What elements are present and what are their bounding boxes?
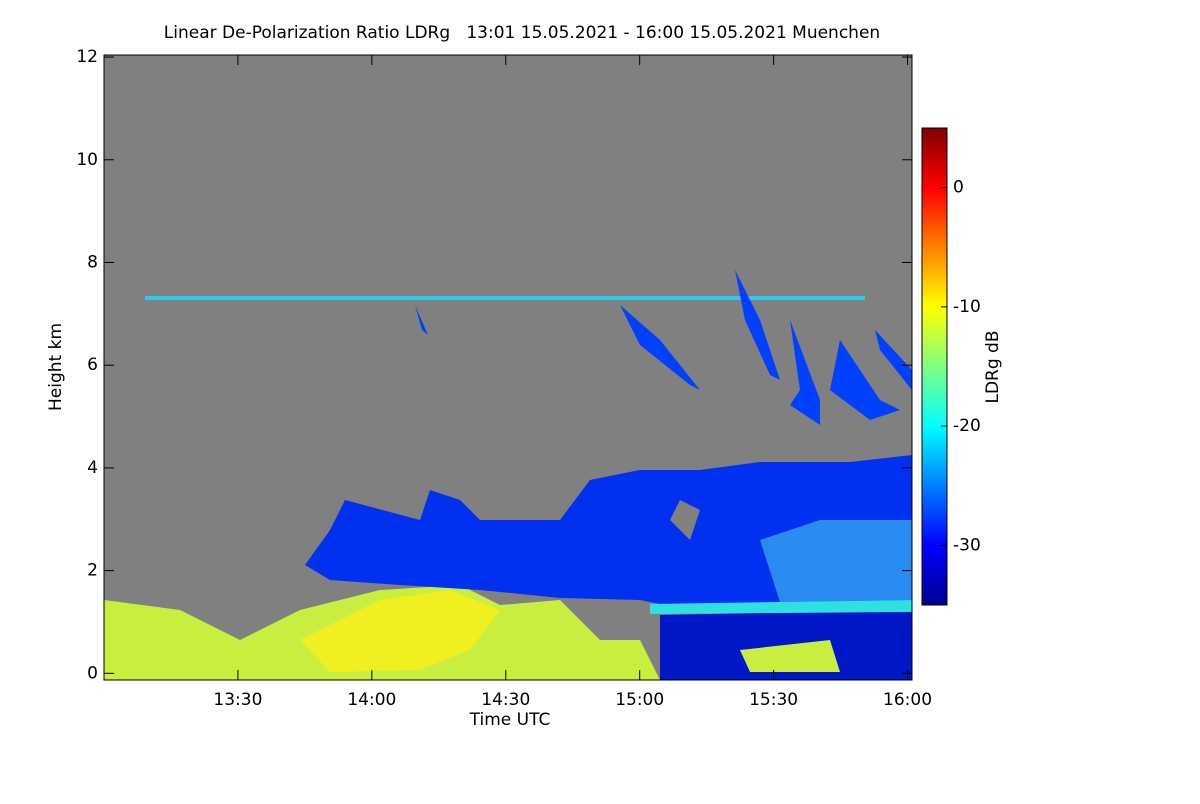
plot-frame — [103, 54, 913, 681]
cirrus — [790, 320, 820, 425]
cirrus — [875, 330, 912, 390]
y-axis-label: Height km — [46, 323, 66, 411]
x-tick-label: 13:30 — [213, 690, 262, 710]
x-tick-label: 14:30 — [481, 690, 530, 710]
y-tick-label: 2 — [87, 561, 98, 581]
y-tick-label: 0 — [87, 663, 98, 683]
cirrus-line — [145, 296, 865, 300]
cloud-layer — [760, 520, 912, 602]
x-tick-label: 15:00 — [615, 690, 664, 710]
y-tick-label: 8 — [87, 252, 98, 272]
cloud-layer — [305, 455, 912, 612]
colorbar-tick-label: -10 — [953, 297, 981, 317]
colorbar-tick-label: -20 — [953, 416, 981, 436]
cloud-base — [650, 600, 912, 614]
y-tick-label: 4 — [87, 458, 98, 478]
y-tick-label: 10 — [76, 150, 98, 170]
x-tick-label: 14:00 — [347, 690, 396, 710]
field — [104, 55, 912, 680]
cirrus — [415, 305, 428, 335]
x-axis-label: Time UTC — [469, 710, 551, 730]
cirrus — [735, 270, 780, 380]
colorbar — [922, 128, 947, 605]
colorbar-label: LDRg dB — [983, 330, 1003, 403]
x-tick-label: 16:00 — [883, 690, 932, 710]
y-tick-label: 6 — [87, 355, 98, 375]
cirrus — [620, 305, 700, 390]
colorbar-frame — [921, 127, 948, 606]
colorbar-tick-label: 0 — [953, 178, 964, 198]
colorbar-tick-label: -30 — [953, 535, 981, 555]
cirrus — [830, 340, 900, 420]
boundary-layer — [300, 590, 500, 672]
chart-title: Linear De-Polarization Ratio LDRg 13:01 … — [164, 23, 880, 43]
y-tick-label: 12 — [76, 47, 98, 67]
boundary-layer — [740, 640, 840, 672]
cloud-gap — [670, 500, 700, 540]
x-tick-label: 15:30 — [749, 690, 798, 710]
